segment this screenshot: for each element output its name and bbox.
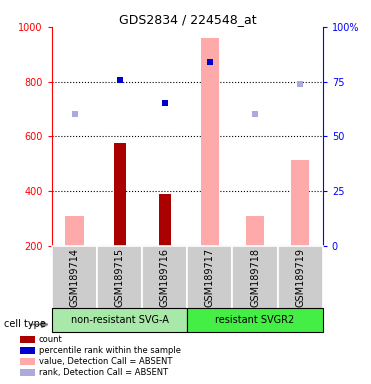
Text: GSM189716: GSM189716 [160, 248, 170, 307]
Bar [278, 246, 323, 309]
Bar [52, 246, 97, 309]
Bar [187, 308, 323, 332]
Bar [246, 216, 264, 246]
Text: non-resistant SVG-A: non-resistant SVG-A [71, 315, 168, 325]
Text: percentile rank within the sample: percentile rank within the sample [39, 346, 181, 355]
Bar [233, 246, 278, 309]
Text: GSM189718: GSM189718 [250, 248, 260, 307]
Text: value, Detection Call = ABSENT: value, Detection Call = ABSENT [39, 357, 173, 366]
Bar [114, 143, 125, 246]
Title: GDS2834 / 224548_at: GDS2834 / 224548_at [119, 13, 256, 26]
Bar [201, 38, 219, 246]
Text: cell type: cell type [4, 319, 46, 329]
Bar [52, 308, 187, 332]
Text: GSM189719: GSM189719 [295, 248, 305, 307]
Text: GSM189715: GSM189715 [115, 248, 125, 307]
Text: resistant SVGR2: resistant SVGR2 [216, 315, 295, 325]
Text: rank, Detection Call = ABSENT: rank, Detection Call = ABSENT [39, 367, 168, 377]
Bar [291, 160, 309, 246]
Bar [66, 216, 83, 246]
Bar [159, 194, 171, 246]
Text: GSM189714: GSM189714 [69, 248, 79, 307]
Bar [97, 246, 142, 309]
Bar [187, 246, 233, 309]
Text: count: count [39, 335, 63, 344]
Bar [142, 246, 187, 309]
Text: GSM189717: GSM189717 [205, 248, 215, 307]
